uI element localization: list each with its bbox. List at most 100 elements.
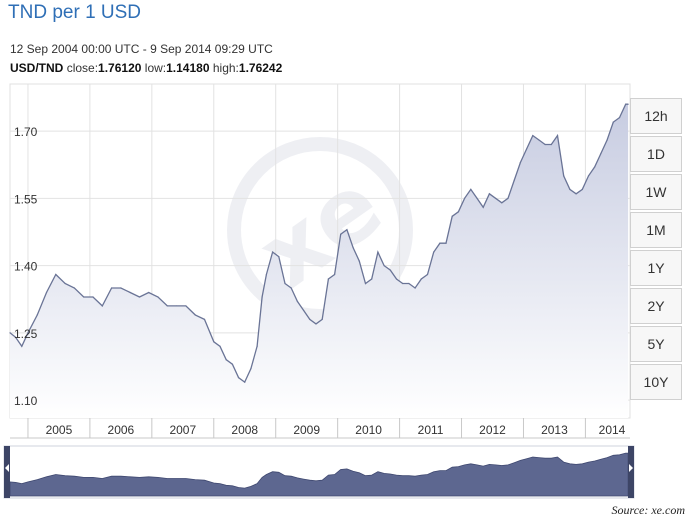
data-point [587,175,590,177]
data-point [250,368,252,370]
data-point [402,282,404,285]
data-point [315,323,317,325]
range-button-5y[interactable]: 5Y [630,326,682,362]
data-point [101,305,103,307]
data-point [451,215,453,217]
data-point [383,264,385,267]
x-tick-label: 2006 [108,423,135,437]
data-point [21,345,23,347]
data-point [594,166,596,168]
navigator-right-arrow-icon [629,464,633,472]
data-point [581,188,583,190]
data-point [371,278,373,280]
data-point [138,296,141,298]
data-point [36,314,38,316]
data-point [27,332,29,334]
data-point [272,251,274,253]
data-point [14,336,17,338]
data-point [569,188,571,190]
range-button-1y[interactable]: 1Y [630,250,682,286]
range-button-10y[interactable]: 10Y [630,364,682,400]
data-point [83,296,85,298]
data-point [290,287,292,289]
data-point [439,242,441,244]
page-title: TND per 1 USD [8,2,142,23]
data-point [120,287,122,289]
range-button-12h[interactable]: 12h [630,98,682,134]
data-point [482,206,484,208]
data-point [309,318,311,320]
data-point [194,314,196,316]
data-point [302,309,305,312]
data-point [618,117,621,119]
data-point [507,197,509,199]
navigator-area [9,452,629,497]
stats-line: USD/TND close:1.76120 low:1.14180 high:1… [10,61,282,75]
data-point [445,242,447,244]
data-point [550,143,552,146]
x-tick-label: 2010 [355,423,382,437]
navigator-left-arrow-icon [5,464,9,472]
rate-line [9,103,629,384]
close-value: 1.76120 [98,61,142,75]
high-label: high: [212,61,239,75]
y-tick-label: 1.40 [14,260,38,274]
navigator-right-handle[interactable] [628,446,634,498]
low-value: 1.14180 [166,61,210,75]
data-point [213,341,215,343]
data-point [476,197,478,199]
data-point [426,273,429,276]
data-point [244,381,246,383]
data-point [129,291,131,294]
data-point [538,139,540,141]
range-button-1m[interactable]: 1M [630,212,682,248]
data-point [625,103,627,105]
y-tick-label: 1.70 [14,125,38,139]
data-point [532,134,534,137]
data-point [110,287,113,289]
range-button-1d[interactable]: 1D [630,136,682,172]
x-tick-label: 2005 [46,423,73,437]
data-point [92,296,94,298]
navigator-left-handle[interactable] [4,446,10,498]
data-point [340,233,342,235]
data-point [575,193,577,195]
data-point [395,278,398,280]
x-tick-label: 2013 [541,423,568,437]
data-point [563,175,565,177]
data-point [544,143,546,146]
area-fill [10,104,629,418]
y-tick-label: 1.10 [14,394,38,408]
data-point [64,282,66,285]
data-point [278,256,280,258]
data-point [494,197,497,199]
currency-pair: USD/TND [10,61,64,75]
data-point [519,161,521,164]
high-value: 1.76242 [238,61,283,75]
data-point [185,305,187,307]
close-label: close: [66,61,99,75]
data-point [225,359,227,361]
data-point [55,273,57,276]
data-point [148,291,150,294]
data-point [157,296,159,298]
x-tick-label: 2008 [231,423,258,437]
range-button-2y[interactable]: 2Y [630,288,682,324]
data-point [488,193,491,195]
data-point [203,318,206,320]
data-point [612,121,614,123]
navigator[interactable] [3,445,635,499]
data-point [358,260,360,262]
data-point [176,305,178,307]
data-point [420,278,422,280]
range-button-1w[interactable]: 1W [630,174,682,210]
data-point [470,188,472,190]
data-point [261,296,263,298]
data-point [414,287,416,289]
data-point [73,287,76,289]
x-tick-label: 2009 [293,423,320,437]
data-point [333,273,336,276]
data-point [256,345,258,347]
data-point [408,282,410,285]
